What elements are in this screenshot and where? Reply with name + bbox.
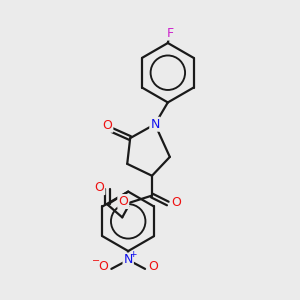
Text: O: O bbox=[94, 181, 104, 194]
Text: +: + bbox=[129, 250, 137, 259]
Text: O: O bbox=[103, 119, 112, 132]
Text: O: O bbox=[148, 260, 158, 273]
Text: −: − bbox=[92, 256, 101, 266]
Text: N: N bbox=[150, 118, 160, 131]
Text: O: O bbox=[118, 195, 128, 208]
Text: O: O bbox=[171, 196, 181, 209]
Text: O: O bbox=[98, 260, 108, 273]
Text: N: N bbox=[124, 254, 133, 266]
Text: F: F bbox=[166, 27, 173, 40]
